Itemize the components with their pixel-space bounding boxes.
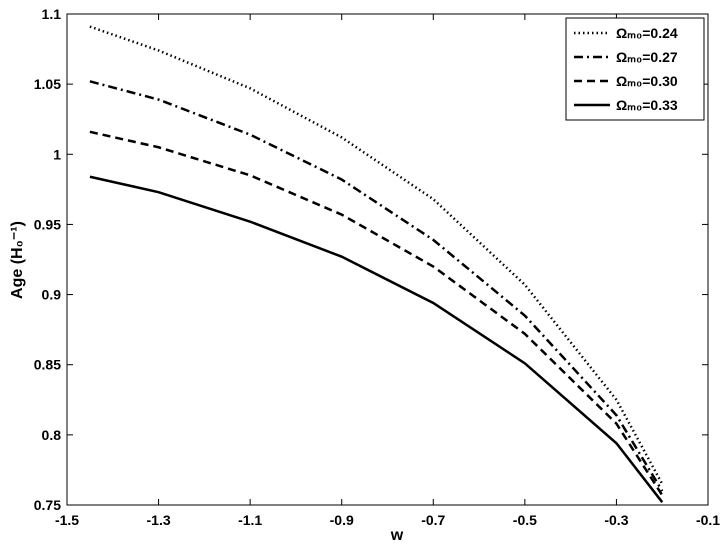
x-tick-label: -0.9 [330, 512, 354, 528]
y-tick-label: 1.1 [42, 6, 62, 22]
series-line [89, 130, 664, 496]
y-tick-label: 1 [53, 146, 61, 162]
y-tick-label: 1.05 [34, 76, 61, 92]
x-tick-label: -1.1 [238, 512, 262, 528]
x-tick-label: -0.1 [696, 512, 720, 528]
x-axis-label: w [390, 527, 404, 544]
y-tick-label: 0.9 [42, 287, 62, 303]
plot-frame [66, 13, 709, 506]
legend-label: Ωₘ₀=0.30 [616, 73, 678, 89]
y-tick-label: 0.8 [42, 427, 62, 443]
legend-label: Ωₘ₀=0.24 [616, 25, 678, 41]
legend-label: Ωₘ₀=0.27 [616, 49, 678, 65]
x-tick-label: -0.5 [513, 512, 537, 528]
legend-box [565, 17, 705, 121]
y-tick-label: 0.75 [34, 497, 61, 513]
x-tick-label: -0.7 [421, 512, 445, 528]
series-line [89, 175, 664, 503]
y-tick-label: 0.85 [34, 357, 61, 373]
x-tick-label: -1.5 [55, 512, 79, 528]
y-axis-label: Age (H₀⁻¹) [9, 221, 26, 299]
x-tick-label: -0.3 [604, 512, 628, 528]
x-tick-label: -1.3 [147, 512, 171, 528]
legend-label: Ωₘ₀=0.33 [616, 97, 678, 113]
y-tick-label: 0.95 [34, 216, 61, 232]
series-line [89, 80, 664, 492]
